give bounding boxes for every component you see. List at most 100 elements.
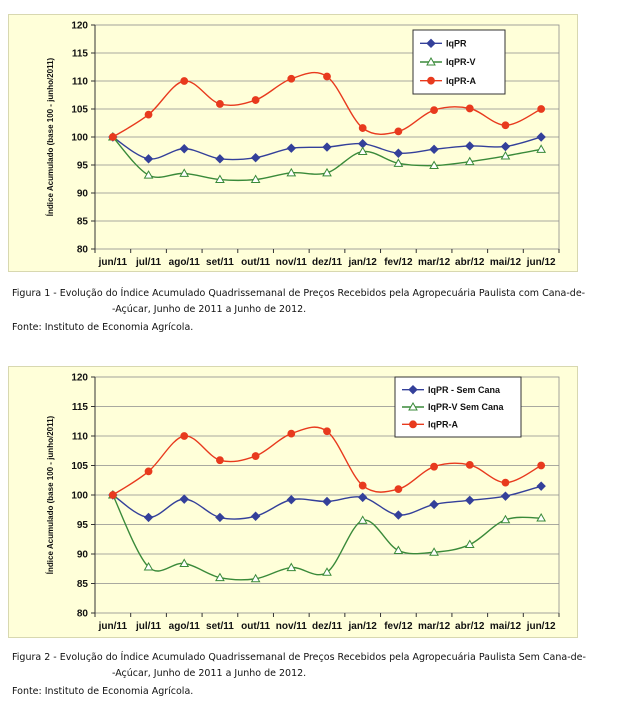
y-tick-label: 95	[77, 161, 89, 172]
series-2	[108, 71, 546, 141]
data-point	[250, 573, 261, 583]
data-point	[250, 511, 261, 521]
data-point	[500, 491, 511, 501]
data-point	[536, 481, 546, 491]
y-tick-label: 110	[72, 432, 89, 443]
chart-1-svg: 80 85 90 95 100 105 110 115 120 jun/11 jul/11 ago/1…	[46, 21, 560, 268]
y-tick-label: 120	[71, 373, 88, 384]
data-point	[357, 146, 368, 156]
x-tick-label: dez/11	[312, 257, 342, 268]
data-point	[536, 513, 547, 522]
data-point	[501, 478, 510, 487]
legend-label: IqPR-A	[428, 420, 458, 430]
data-point	[144, 110, 153, 119]
data-point	[358, 481, 367, 490]
data-point	[465, 495, 475, 506]
data-point	[143, 154, 154, 164]
y-axis-title: Índice Acumulado (base 100 - junho/2011)	[46, 415, 55, 574]
data-point	[429, 547, 439, 556]
y-axis-title: Índice Acumulado (base 100 - junho/2011)	[46, 57, 55, 216]
data-point	[465, 461, 474, 469]
data-point	[216, 456, 224, 465]
x-tick-label: mai/12	[490, 621, 522, 632]
data-point	[537, 461, 546, 470]
legend-label: IqPR-V Sem Cana	[428, 402, 505, 412]
legend-label: IqPR-V	[446, 57, 476, 67]
y-tick-label: 120	[71, 21, 88, 32]
data-point	[393, 510, 404, 520]
data-point	[179, 144, 189, 154]
x-tick-label: jan/12	[348, 621, 378, 632]
data-point	[108, 133, 117, 141]
legend-marker	[408, 384, 418, 395]
data-point	[465, 104, 474, 113]
x-tick-label: abr/12	[455, 621, 485, 632]
figure-1-caption-line1: Figura 1 - Evolução do Índice Acumulado …	[12, 288, 586, 299]
data-point	[286, 495, 297, 505]
x-tick-label: set/11	[206, 257, 234, 268]
data-point	[251, 96, 260, 104]
data-point	[393, 148, 404, 158]
data-point	[500, 141, 511, 152]
x-tick-label: abr/12	[455, 257, 485, 268]
data-point	[322, 496, 332, 507]
data-point	[394, 485, 403, 493]
legend-marker	[426, 56, 436, 66]
legend-marker	[408, 401, 418, 411]
data-point	[180, 432, 189, 440]
x-tick-label: jul/11	[135, 257, 161, 268]
data-point	[500, 514, 511, 524]
data-point	[215, 572, 225, 582]
data-point	[143, 512, 154, 523]
y-tick-label: 90	[77, 189, 89, 200]
figure-1-caption: Figura 1 - Evolução do Índice Acumulado …	[12, 286, 622, 318]
figure-2-source: Fonte: Instituto de Economia Agrícola.	[12, 686, 194, 697]
y-tick-label: 80	[77, 245, 89, 256]
data-point	[430, 462, 438, 471]
x-tick-label: nov/11	[276, 621, 308, 632]
figure-2-caption-line1: Figura 2 - Evolução do Índice Acumulado …	[12, 652, 586, 663]
y-tick-label: 105	[71, 461, 88, 472]
x-tick-label: jan/12	[348, 257, 378, 268]
data-point	[179, 494, 189, 504]
data-point	[393, 545, 404, 554]
data-point	[286, 143, 297, 153]
data-point	[323, 427, 331, 436]
legend-label: IqPR - Sem Cana	[428, 385, 501, 395]
legend-marker	[427, 76, 435, 85]
data-point	[429, 160, 439, 170]
x-tick-label: out/11	[241, 257, 270, 268]
data-point	[429, 499, 439, 510]
y-tick-label: 100	[71, 491, 88, 502]
data-point	[357, 492, 368, 503]
data-point	[357, 515, 368, 524]
x-tick-label: nov/11	[276, 257, 308, 268]
data-point	[287, 74, 296, 83]
x-tick-label: jun/11	[98, 621, 128, 632]
x-tick-label: mar/12	[418, 621, 451, 632]
data-point	[465, 141, 475, 151]
y-tick-label: 115	[72, 402, 89, 413]
x-tick-label: jun/11	[98, 257, 128, 268]
data-point	[430, 106, 438, 115]
figure-2-caption: Figura 2 - Evolução do Índice Acumulado …	[12, 650, 622, 682]
data-point	[143, 561, 154, 571]
chart-2-svg: 80 85 90 95 100 105 110 115 120 jun/11 jul/11 ago/1…	[46, 373, 560, 632]
data-point	[322, 142, 332, 152]
data-point	[537, 105, 546, 113]
data-point	[394, 127, 403, 136]
data-point	[464, 539, 475, 549]
x-tick-label: set/11	[206, 621, 234, 632]
data-point	[501, 121, 510, 130]
data-point	[215, 174, 225, 184]
data-point	[251, 452, 260, 460]
y-tick-label: 100	[71, 133, 88, 144]
data-point	[322, 167, 332, 177]
y-tick-label: 115	[72, 49, 89, 60]
data-point	[215, 154, 225, 164]
figure-1-source: Fonte: Instituto de Economia Agrícola.	[12, 322, 194, 333]
data-point	[216, 100, 224, 108]
data-point	[322, 567, 332, 576]
chart-2: 80 85 90 95 100 105 110 115 120 jun/11 jul/11 ago/1…	[8, 366, 578, 638]
legend: IqPR - Sem Cana IqPR-V Sem Cana IqPR-A	[394, 376, 522, 438]
